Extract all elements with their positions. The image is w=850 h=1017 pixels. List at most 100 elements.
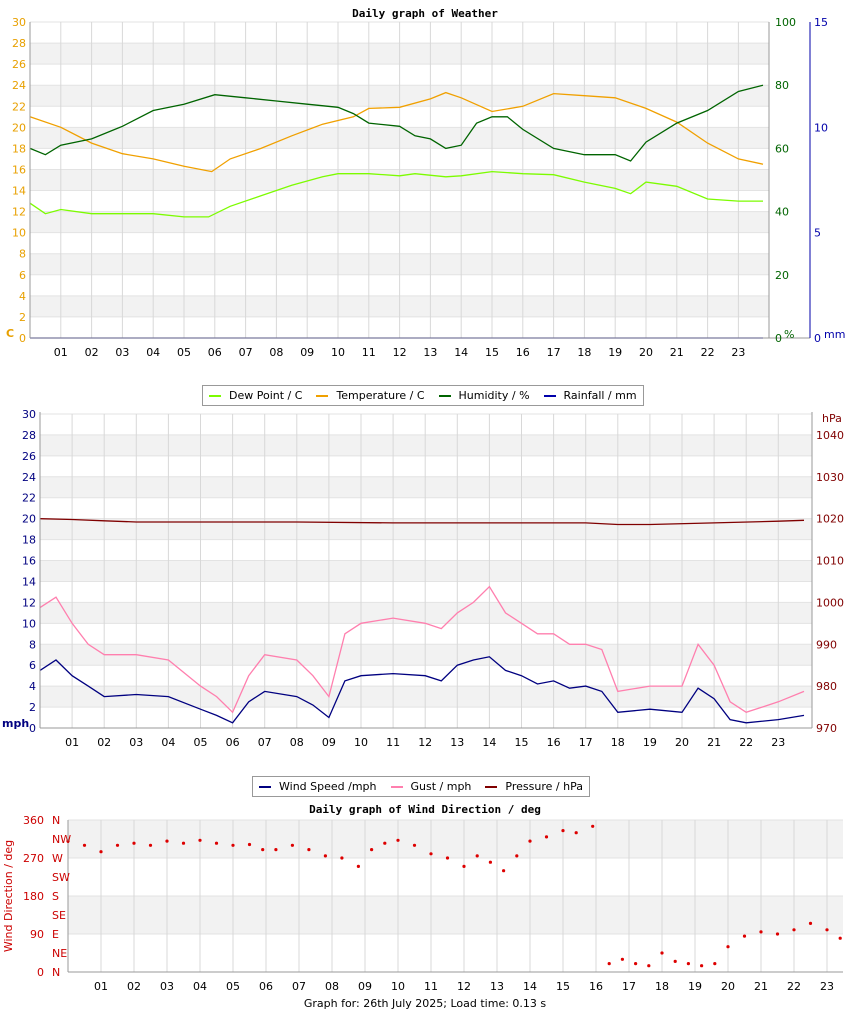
direction-point [340, 856, 344, 860]
left-tick-label: 20 [22, 513, 36, 526]
series-line [29, 91, 764, 173]
direction-point [673, 959, 677, 964]
x-tick-label: 05 [226, 980, 240, 993]
direction-point [462, 864, 466, 869]
grid-band [40, 602, 812, 624]
wind-chart-vgrid [71, 414, 779, 728]
x-tick-label: 23 [731, 346, 745, 359]
wind-right-unit: hPa [822, 412, 842, 425]
right-tick-label-rain: 5 [814, 227, 821, 240]
left-tick-label: 4 [29, 680, 36, 693]
left-tick-label: 30 [22, 408, 36, 421]
x-tick-label: 17 [547, 346, 561, 359]
left-tick-label: 28 [22, 429, 36, 442]
weather-right1-unit: % [784, 328, 794, 341]
compass-label: NE [52, 947, 67, 960]
direction-point [231, 843, 235, 847]
x-tick-label: 16 [547, 736, 561, 749]
wind-direction-bands [68, 819, 843, 973]
legend-item: Humidity / % [438, 389, 530, 402]
left-tick-label: 0 [29, 722, 36, 735]
x-tick-label: 15 [556, 980, 570, 993]
direction-point [99, 850, 103, 854]
right-tick-label-humidity: 100 [775, 16, 796, 29]
direction-point [148, 843, 153, 847]
x-tick-label: 14 [523, 980, 537, 993]
wind-chart: 01 02 03 04 05 06 07 08 09 10 11 12 13 14 15 16 17 18 19 20… [2, 408, 844, 749]
left-tick-label: 0 [19, 332, 26, 345]
x-tick-label: 01 [54, 346, 68, 359]
left-tick-label: 4 [19, 290, 26, 303]
grid-band [40, 560, 812, 582]
wind-chart-series [39, 518, 805, 724]
direction-point [838, 936, 842, 940]
legend-swatch [438, 394, 451, 397]
x-tick-label: 02 [85, 346, 99, 359]
x-tick-label: 19 [608, 346, 622, 359]
x-tick-label: 12 [393, 346, 407, 359]
legend-label: Rainfall / mm [563, 389, 637, 402]
x-tick-label: 18 [611, 736, 625, 749]
x-tick-label: 10 [391, 980, 405, 993]
x-tick-label: 14 [454, 346, 468, 359]
legend-label: Wind Speed /mph [279, 780, 377, 793]
left-tick-label: 14 [22, 575, 36, 588]
direction-point [429, 852, 433, 856]
series-line [39, 656, 805, 724]
x-tick-label: 18 [655, 980, 669, 993]
left-tick-label: 20 [12, 121, 26, 134]
x-tick-label: 07 [258, 736, 272, 749]
x-tick-label: 21 [707, 736, 721, 749]
right-tick-label-humidity: 20 [775, 269, 789, 282]
x-tick-label: 01 [65, 736, 79, 749]
left-tick-label: 28 [12, 37, 26, 50]
x-tick-label: 07 [239, 346, 253, 359]
left-tick-label: 26 [12, 58, 26, 71]
x-tick-label: 12 [457, 980, 471, 993]
grid-band [68, 820, 843, 858]
direction-point [274, 848, 278, 852]
wind-direction-ylabel: Wind Direction / deg [2, 840, 15, 952]
direction-point [515, 854, 519, 858]
weather-chart-title: Daily graph of Weather [352, 7, 498, 20]
direction-point [528, 839, 532, 843]
left-tick-label: 30 [12, 16, 26, 29]
direction-point [370, 848, 374, 852]
right-tick-label-rain: 15 [814, 16, 828, 29]
direction-point [607, 962, 611, 966]
legend-label: Humidity / % [458, 389, 530, 402]
direction-point [574, 831, 578, 835]
left-tick-label: 90 [30, 928, 44, 941]
direction-point [759, 930, 763, 934]
direction-point [383, 841, 387, 845]
right-tick-label-humidity: 60 [775, 142, 789, 155]
direction-point [544, 835, 549, 839]
weather-chart: Daily graph of Weather 01 02 03 04 05 06 07 08 0… [6, 7, 845, 359]
x-tick-label: 13 [423, 346, 437, 359]
left-tick-label: 18 [12, 142, 26, 155]
legend-item: Wind Speed /mph [259, 780, 377, 793]
weather-chart-vgrid [60, 22, 739, 338]
legend-item: Temperature / C [316, 389, 425, 402]
x-tick-label: 08 [325, 980, 339, 993]
legend-item: Dew Point / C [209, 389, 302, 402]
series-line [39, 585, 805, 714]
direction-point [726, 945, 730, 949]
left-tick-label: 270 [23, 852, 44, 865]
footer-status: Graph for: 26th July 2025; Load time: 0.… [303, 997, 547, 1010]
weather-left-unit: C [6, 327, 14, 340]
legend-label: Dew Point / C [229, 389, 303, 402]
legend-swatch [485, 785, 498, 788]
grid-band [68, 896, 843, 934]
x-tick-label: 08 [290, 736, 304, 749]
direction-point [620, 957, 625, 961]
direction-point [700, 964, 704, 968]
direction-point [307, 848, 311, 852]
x-tick-label: 14 [482, 736, 496, 749]
direction-point [792, 928, 796, 932]
direction-point [198, 838, 202, 842]
weather-right2-unit: mm [824, 328, 845, 341]
left-tick-label: 16 [12, 163, 26, 176]
left-tick-label: 360 [23, 814, 44, 827]
left-tick-label: 2 [29, 701, 36, 714]
